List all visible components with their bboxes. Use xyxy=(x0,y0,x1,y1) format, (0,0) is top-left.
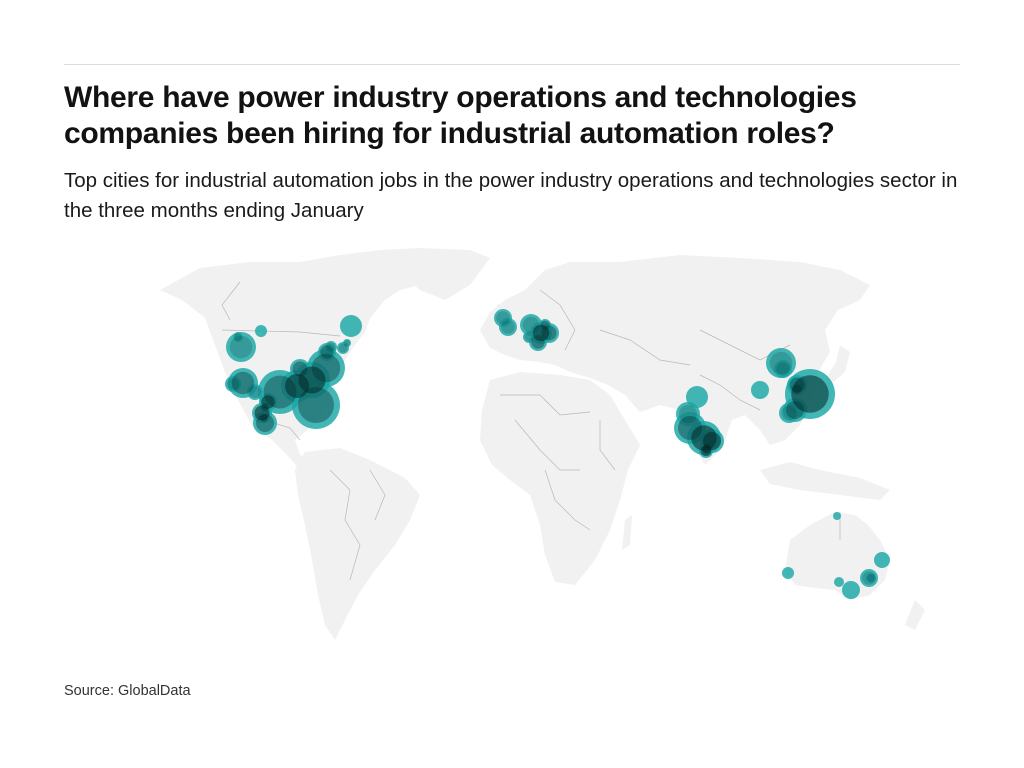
overlap-shade xyxy=(231,371,255,395)
overlap-shade xyxy=(261,403,269,411)
city-bubble[interactable] xyxy=(686,386,708,408)
overlap-shade xyxy=(862,571,876,585)
world-map xyxy=(160,248,925,640)
land-masses xyxy=(160,248,925,640)
eurasia xyxy=(480,255,870,465)
overlap-shade xyxy=(540,320,550,330)
south-america xyxy=(295,448,420,640)
city-bubble[interactable] xyxy=(325,341,337,353)
city-bubble[interactable] xyxy=(499,318,517,336)
overlap-shade xyxy=(338,343,348,353)
overlap-shade xyxy=(249,386,261,398)
madagascar xyxy=(622,515,632,550)
africa xyxy=(480,372,640,585)
overlap-shade xyxy=(789,377,805,393)
overlap-shade xyxy=(261,395,275,409)
overlap-shade xyxy=(320,345,334,359)
city-bubble[interactable] xyxy=(255,325,267,337)
australia xyxy=(785,512,890,600)
overlap-shade xyxy=(344,340,350,346)
overlap-shade xyxy=(700,445,712,457)
city-bubble[interactable] xyxy=(866,573,876,583)
overlap-shade xyxy=(496,311,510,325)
overlap-shade xyxy=(532,324,550,342)
maritime-southeast-asia xyxy=(760,462,890,500)
overlap-shade xyxy=(791,375,829,413)
overlap-shade xyxy=(792,384,802,394)
city-bubble[interactable] xyxy=(774,360,792,378)
city-bubble[interactable] xyxy=(225,376,241,392)
city-bubble[interactable] xyxy=(751,381,769,399)
overlap-shade xyxy=(298,366,326,394)
overlap-shade xyxy=(234,333,242,341)
overlap-shade xyxy=(292,361,308,377)
overlap-shade xyxy=(260,414,268,422)
city-bubble[interactable] xyxy=(779,403,799,423)
overlap-shade xyxy=(298,387,334,423)
city-bubble[interactable] xyxy=(343,339,351,347)
city-bubble[interactable] xyxy=(833,512,841,520)
city-bubble[interactable] xyxy=(340,315,362,337)
overlap-shade xyxy=(524,332,534,342)
chart-title: Where have power industry operations and… xyxy=(64,81,857,150)
overlap-shade xyxy=(254,405,270,421)
chart-subtitle: Top cities for industrial automation job… xyxy=(64,169,958,222)
overlap-shade xyxy=(256,414,274,432)
overlap-shade xyxy=(776,362,790,376)
bubble-overlaps xyxy=(227,311,876,585)
overlap-shade xyxy=(867,574,875,582)
overlap-shade xyxy=(229,335,253,359)
overlap-shade xyxy=(311,353,341,383)
overlap-shade xyxy=(786,401,804,419)
source-note: Source: GlobalData xyxy=(64,683,191,699)
city-bubble[interactable] xyxy=(523,331,535,343)
overlap-shade xyxy=(781,405,797,421)
city-bubble[interactable] xyxy=(233,332,243,342)
country-borders xyxy=(221,281,841,581)
overlap-shade xyxy=(769,351,793,375)
overlap-shade xyxy=(541,325,557,341)
overlap-shade xyxy=(531,335,545,349)
new-zealand xyxy=(905,600,925,630)
overlap-shade xyxy=(326,342,336,352)
overlap-shade xyxy=(501,320,515,334)
city-bubble[interactable] xyxy=(782,567,794,579)
city-bubble[interactable] xyxy=(834,577,844,587)
greenland xyxy=(380,248,490,300)
city-bubble[interactable] xyxy=(842,581,860,599)
overlap-shade xyxy=(227,378,239,390)
city-bubble[interactable] xyxy=(226,332,256,362)
top-divider xyxy=(64,64,960,65)
overlap-shade xyxy=(679,405,697,423)
city-bubble[interactable] xyxy=(874,552,890,568)
japan xyxy=(826,345,850,385)
